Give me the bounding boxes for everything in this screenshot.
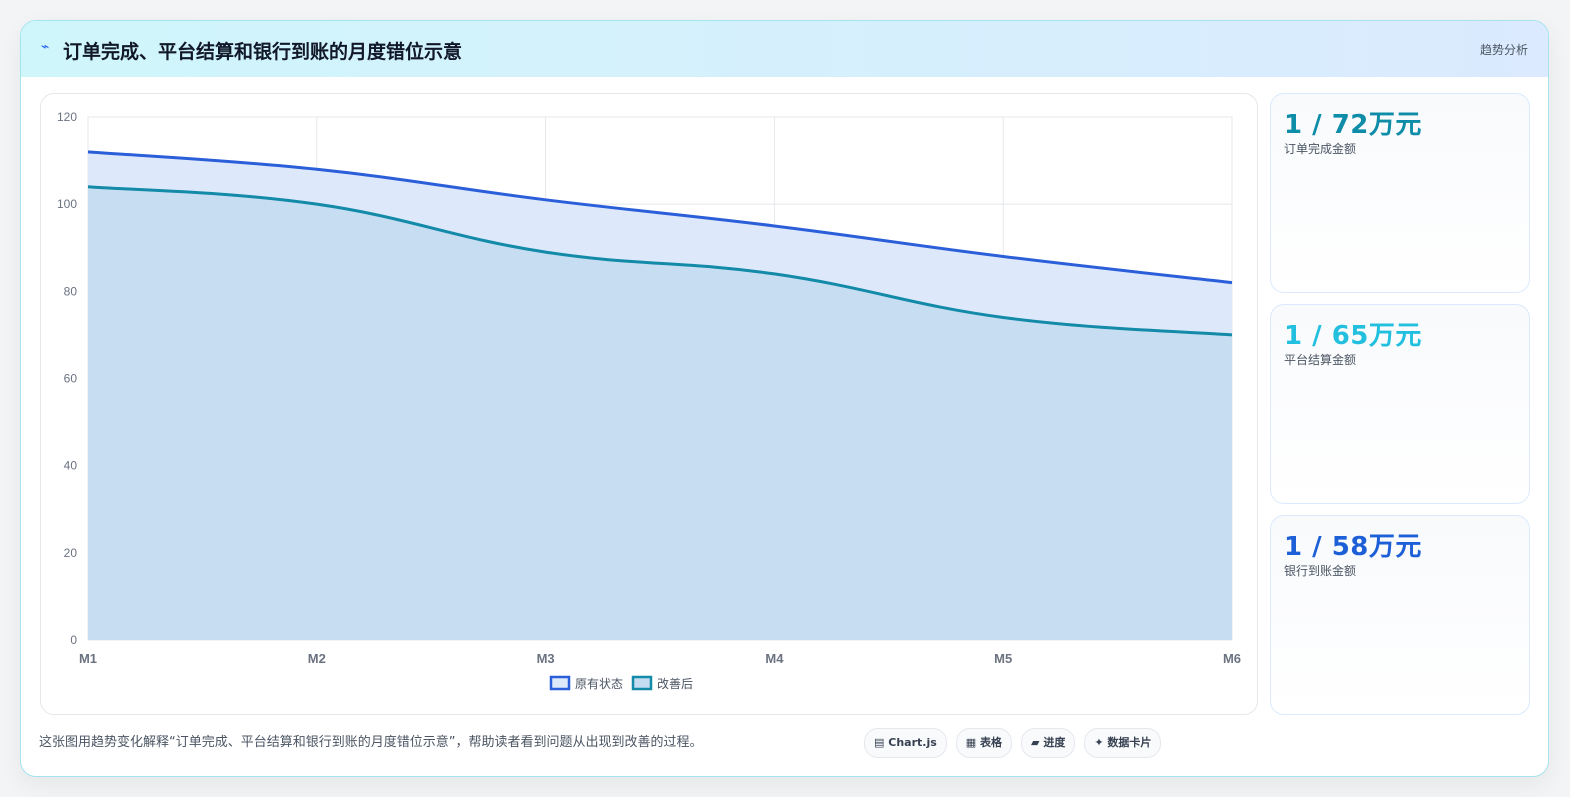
y-tick-label: 40	[64, 459, 78, 473]
stat-card-order: 1 / 72万元 订单完成金额	[1270, 93, 1530, 293]
y-tick-label: 0	[70, 633, 77, 647]
x-tick-label: M6	[1223, 651, 1241, 666]
series-area-1	[88, 186, 1232, 640]
chip-progress[interactable]: ▰ 进度	[1021, 728, 1076, 758]
chart-panel: 0 20 40 60 80 100 120 M1 M2 M3 M4 M5 M6 原有状态 改善后	[40, 93, 1258, 715]
y-tick-label: 100	[57, 197, 77, 211]
series-line-1	[87, 185, 1233, 337]
legend-label-0: 原有状态	[575, 677, 623, 691]
legend-label-1: 改善后	[657, 676, 693, 691]
stat-label: 平台结算金额	[1284, 353, 1357, 367]
bolt-icon: ⌁	[41, 39, 50, 55]
y-tick-label: 20	[64, 546, 78, 560]
area-chart: 0 20 40 60 80 100 120 M1 M2 M3 M4 M5 M6 原有状态 改善后	[57, 110, 1241, 691]
stat-label: 银行到账金额	[1284, 564, 1357, 578]
table-icon: ▦	[965, 736, 977, 749]
x-tick-label: M5	[994, 651, 1012, 666]
trend-analysis-tag[interactable]: 趋势分析	[1479, 43, 1528, 57]
sparkle-icon: ✦	[1094, 736, 1104, 749]
chip-label: 进度	[1043, 736, 1066, 749]
progress-icon: ▰	[1031, 736, 1040, 749]
y-tick-label: 120	[57, 110, 77, 124]
chart-icon: ▤	[874, 736, 885, 749]
x-tick-label: M3	[537, 651, 555, 666]
legend-swatch-1	[631, 675, 653, 691]
chip-row: ▤ Chart.js ▦ 表格 ▰ 进度 ✦ 数据卡片	[864, 728, 1162, 758]
stat-card-bank: 1 / 58万元 银行到账金额	[1270, 515, 1530, 715]
y-tick-label: 60	[64, 372, 78, 386]
series-line-0	[87, 150, 1233, 285]
page-title: 订单完成、平台结算和银行到账的月度错位示意	[63, 41, 463, 63]
chart-caption: 这张图用趋势变化解释“订单完成、平台结算和银行到账的月度错位示意”，帮助读者看到…	[39, 735, 703, 750]
chip-label: 表格	[980, 736, 1003, 749]
stat-value: 1 / 65万元	[1284, 321, 1422, 351]
chip-label: Chart.js	[888, 736, 937, 749]
chip-chartjs[interactable]: ▤ Chart.js	[864, 728, 947, 758]
chip-table[interactable]: ▦ 表格	[955, 728, 1013, 758]
legend-swatch-0	[549, 675, 571, 691]
main-card: ⌁ 订单完成、平台结算和银行到账的月度错位示意 趋势分析 0 20 40 60 80 10…	[20, 20, 1549, 777]
stat-label: 订单完成金额	[1284, 142, 1357, 156]
stat-value: 1 / 72万元	[1284, 110, 1422, 140]
chip-label: 数据卡片	[1107, 736, 1152, 749]
card-header: ⌁ 订单完成、平台结算和银行到账的月度错位示意 趋势分析	[21, 21, 1548, 77]
x-tick-label: M4	[765, 651, 784, 666]
chip-data-cards[interactable]: ✦ 数据卡片	[1084, 728, 1162, 758]
x-tick-label: M1	[79, 651, 97, 666]
stat-card-platform: 1 / 65万元 平台结算金额	[1270, 304, 1530, 504]
y-tick-label: 80	[64, 284, 78, 298]
stat-value: 1 / 58万元	[1284, 532, 1422, 562]
x-tick-label: M2	[308, 651, 326, 666]
